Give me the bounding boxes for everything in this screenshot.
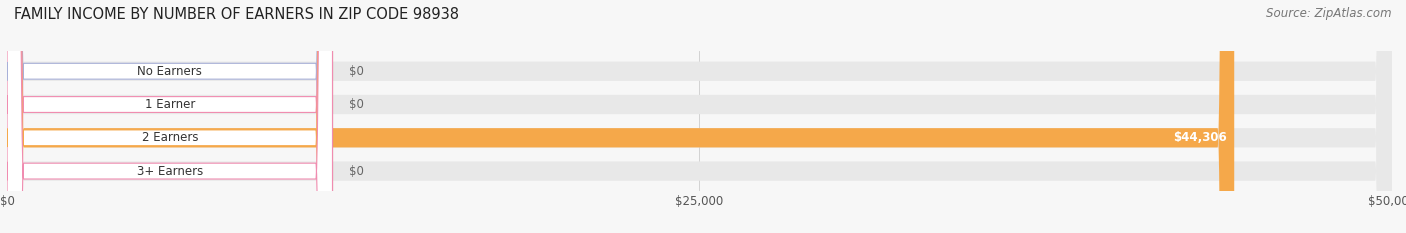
FancyBboxPatch shape <box>7 0 332 233</box>
Text: $44,306: $44,306 <box>1174 131 1227 144</box>
FancyBboxPatch shape <box>7 0 1234 233</box>
Text: $0: $0 <box>349 65 364 78</box>
Text: 3+ Earners: 3+ Earners <box>136 164 202 178</box>
Text: 2 Earners: 2 Earners <box>142 131 198 144</box>
FancyBboxPatch shape <box>7 0 332 233</box>
Text: $0: $0 <box>349 164 364 178</box>
Text: 1 Earner: 1 Earner <box>145 98 195 111</box>
Text: FAMILY INCOME BY NUMBER OF EARNERS IN ZIP CODE 98938: FAMILY INCOME BY NUMBER OF EARNERS IN ZI… <box>14 7 460 22</box>
FancyBboxPatch shape <box>7 0 332 233</box>
FancyBboxPatch shape <box>7 0 1392 233</box>
Text: No Earners: No Earners <box>138 65 202 78</box>
FancyBboxPatch shape <box>7 0 1392 233</box>
Text: Source: ZipAtlas.com: Source: ZipAtlas.com <box>1267 7 1392 20</box>
Text: $0: $0 <box>349 98 364 111</box>
FancyBboxPatch shape <box>7 0 332 233</box>
FancyBboxPatch shape <box>7 0 1392 233</box>
FancyBboxPatch shape <box>7 0 1392 233</box>
